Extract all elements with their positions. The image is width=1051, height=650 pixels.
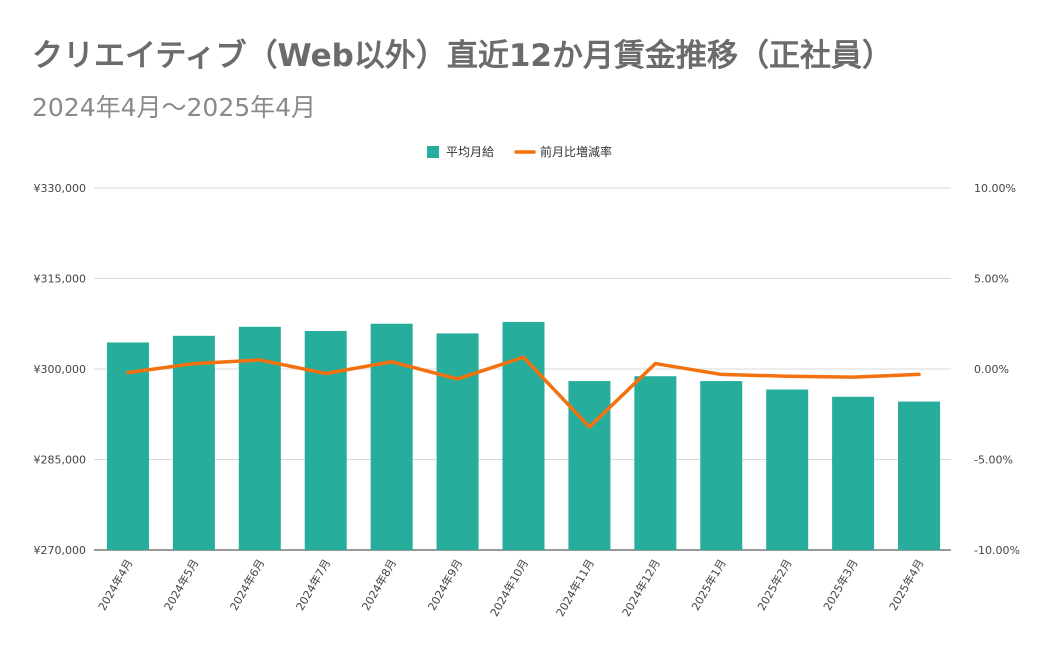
y-left-tick-label: ¥315,000	[34, 273, 87, 286]
bar	[172, 335, 215, 550]
legend-label-bar: 平均月給	[446, 145, 494, 159]
line-series	[126, 355, 921, 429]
bar	[700, 381, 743, 550]
bar	[436, 333, 479, 550]
y-left-tick-label: ¥300,000	[34, 363, 87, 376]
legend-swatch-bar	[427, 146, 439, 158]
bar	[304, 330, 347, 550]
bar	[898, 401, 941, 550]
x-tick-label: 2024年8月	[359, 557, 400, 613]
x-tick-label: 2025年4月	[886, 557, 927, 613]
chart-subtitle: 2024年4月～2025年4月	[32, 93, 317, 122]
bar	[568, 381, 611, 550]
bar	[766, 389, 809, 550]
x-tick-label: 2024年4月	[95, 557, 136, 613]
x-tick-label: 2025年3月	[820, 557, 861, 613]
x-tick-label: 2024年10月	[487, 557, 531, 619]
y-left-tick-label: ¥285,000	[34, 454, 87, 467]
x-tick-label: 2024年9月	[425, 557, 466, 613]
chart-title: クリエイティブ（Web以外）直近12か月賃金推移（正社員）	[32, 38, 893, 74]
legend-label-line: 前月比増減率	[540, 144, 612, 159]
x-tick-label: 2024年5月	[161, 557, 202, 613]
y-right-tick-label: 0.00%	[974, 363, 1009, 376]
y-right-tick-label: 5.00%	[974, 273, 1009, 286]
bar	[832, 396, 875, 550]
bar	[634, 376, 677, 550]
x-tick-label: 2024年7月	[293, 557, 334, 613]
bar	[106, 342, 149, 550]
y-right-tick-label: -5.00%	[974, 454, 1013, 467]
x-tick-label: 2025年2月	[754, 557, 795, 613]
bar	[502, 321, 545, 550]
bar	[370, 323, 413, 550]
x-tick-label: 2025年1月	[688, 557, 729, 613]
x-tick-label: 2024年6月	[227, 557, 268, 613]
x-tick-label: 2024年11月	[553, 557, 597, 619]
y-left-tick-label: ¥270,000	[34, 544, 87, 557]
y-right-tick-label: -10.00%	[974, 544, 1020, 557]
x-tick-label: 2024年12月	[619, 557, 663, 619]
y-left-tick-label: ¥330,000	[34, 182, 87, 195]
y-right-tick-label: 10.00%	[974, 182, 1016, 195]
